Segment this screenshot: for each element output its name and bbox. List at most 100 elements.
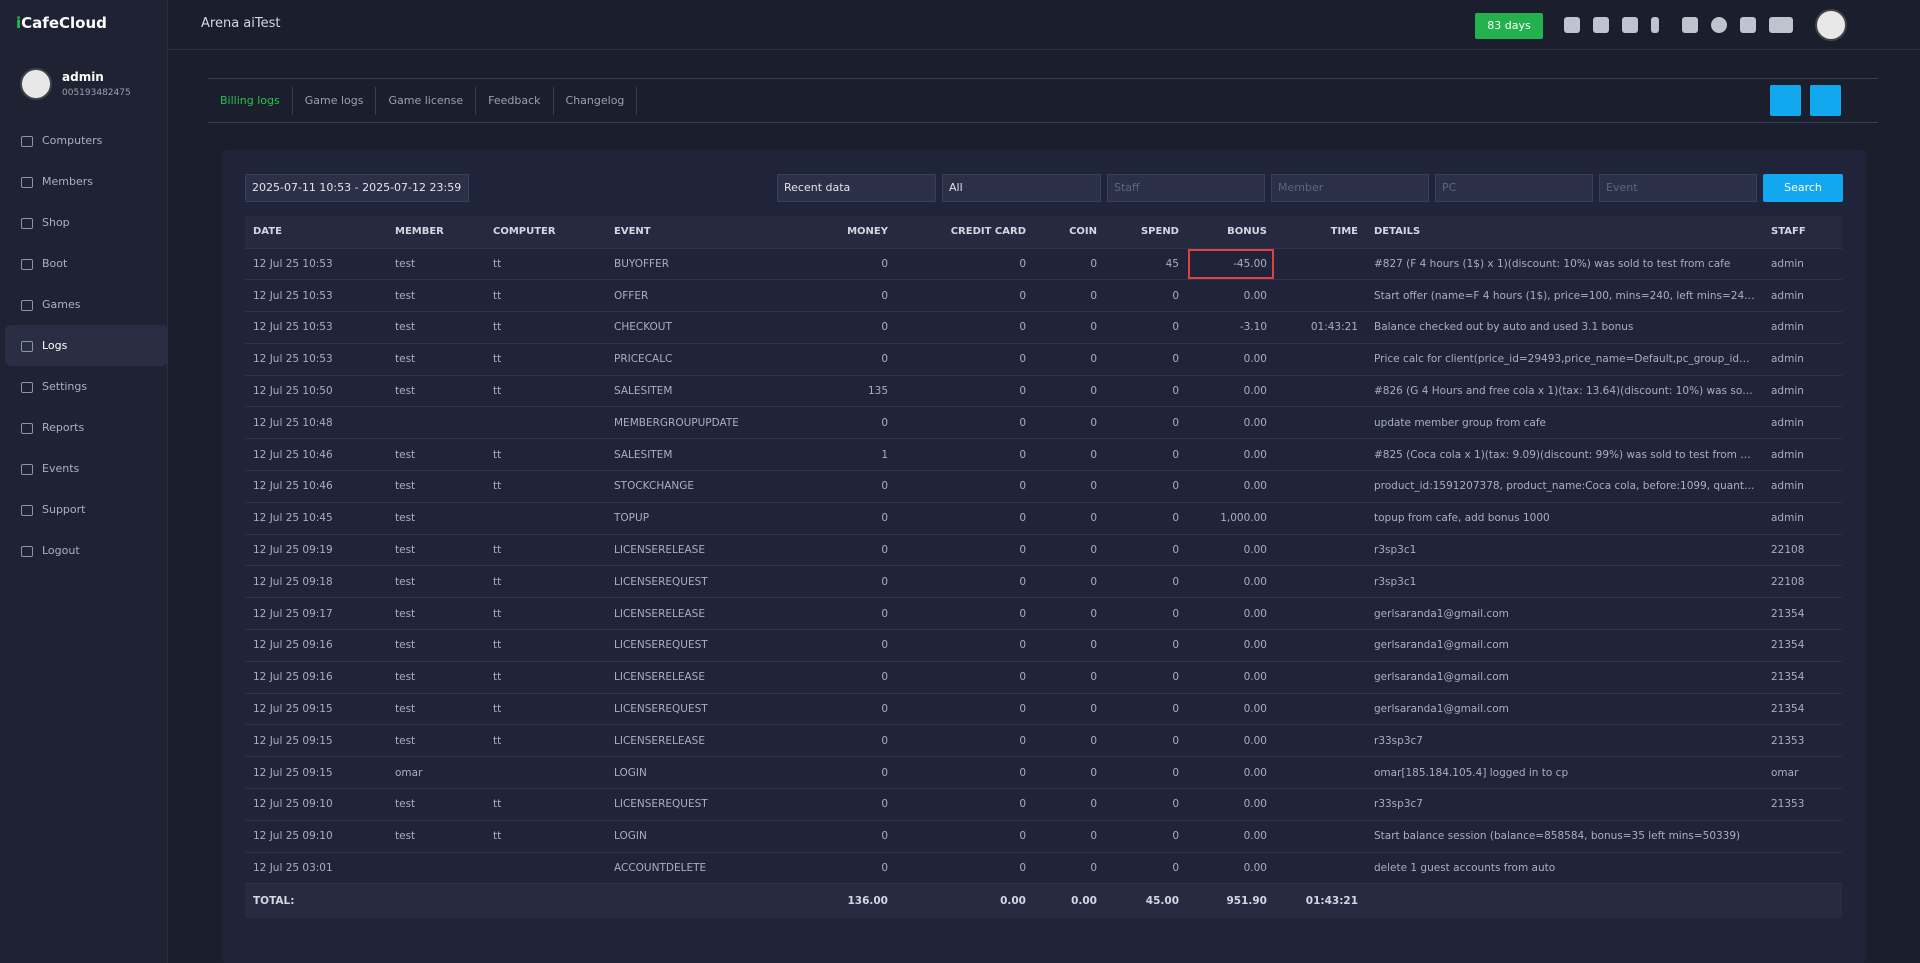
filter-input[interactable]: Staff — [1107, 174, 1265, 202]
table-row: 12 Jul 25 09:15testttLICENSEREQUEST00000… — [245, 693, 1842, 725]
cell — [1275, 789, 1366, 821]
brand[interactable]: iCafeCloud — [16, 14, 107, 32]
icon[interactable] — [1593, 17, 1609, 33]
cell: admin — [1763, 375, 1842, 407]
tab[interactable]: Changelog — [554, 87, 638, 115]
cell: 0.00 — [1187, 280, 1275, 312]
icon[interactable] — [1740, 17, 1756, 33]
cell — [387, 407, 485, 439]
icon[interactable] — [1711, 17, 1727, 33]
cell: 0 — [1034, 725, 1105, 757]
cell: tt — [485, 312, 606, 344]
nav-item[interactable]: Settings — [0, 366, 168, 407]
cell: 0 — [1034, 820, 1105, 852]
cell: 0.00 — [1187, 630, 1275, 662]
cell: 0 — [896, 280, 1034, 312]
nav-item[interactable]: Support — [0, 489, 168, 530]
cell: gerlsaranda1@gmail.com — [1366, 693, 1763, 725]
nav-item[interactable]: Reports — [0, 407, 168, 448]
filter-input[interactable]: Event — [1599, 174, 1757, 202]
table-row: 12 Jul 25 10:53testttPRICECALC00000.00Pr… — [245, 343, 1842, 375]
range-select[interactable]: Recent data — [777, 174, 936, 202]
cell: OFFER — [606, 280, 796, 312]
date-range[interactable]: 2025-07-11 10:53 - 2025-07-12 23:59 — [245, 174, 469, 202]
cell: 0 — [796, 661, 896, 693]
type-select[interactable]: All — [942, 174, 1101, 202]
icon[interactable] — [1622, 17, 1638, 33]
cell — [485, 407, 606, 439]
cell: 12 Jul 25 10:46 — [245, 439, 387, 471]
cell: tt — [485, 343, 606, 375]
icon[interactable] — [1651, 17, 1659, 33]
days-badge[interactable]: 83 days — [1475, 13, 1543, 39]
cell: #825 (Coca cola x 1)(tax: 9.09)(discount… — [1366, 439, 1763, 471]
cell: 0 — [1034, 280, 1105, 312]
nav-item[interactable]: Logout — [0, 530, 168, 571]
nav-item[interactable]: Events — [0, 448, 168, 489]
cell: SALESITEM — [606, 375, 796, 407]
cell: 0 — [1105, 789, 1187, 821]
search-button[interactable]: Search — [1763, 174, 1843, 202]
filter-input[interactable]: PC — [1435, 174, 1593, 202]
cell: -3.10 — [1187, 312, 1275, 344]
cell: 0 — [796, 534, 896, 566]
tab[interactable]: Game license — [376, 87, 476, 115]
cell: MEMBERGROUPUPDATE — [606, 407, 796, 439]
cell: 0 — [796, 471, 896, 503]
filter-input[interactable]: Member — [1271, 174, 1429, 202]
cell: LICENSEREQUEST — [606, 566, 796, 598]
cell: 0 — [796, 789, 896, 821]
cell: test — [387, 598, 485, 630]
cell — [1275, 852, 1366, 884]
nav-item[interactable]: Games — [0, 284, 168, 325]
icon[interactable] — [1564, 17, 1580, 33]
cell: 0 — [1105, 439, 1187, 471]
nav-item[interactable]: Boot — [0, 243, 168, 284]
cell — [1275, 725, 1366, 757]
cell — [1275, 566, 1366, 598]
cell: 0 — [1105, 820, 1187, 852]
cell — [1275, 439, 1366, 471]
tab[interactable]: Game logs — [293, 87, 377, 115]
table-row: 12 Jul 25 10:45testTOPUP00001,000.00topu… — [245, 502, 1842, 534]
upload-button[interactable] — [1770, 85, 1801, 116]
nav-item[interactable]: Members — [0, 161, 168, 202]
user-card: admin 005193482475 — [20, 68, 52, 104]
tab[interactable]: Billing logs — [208, 87, 293, 115]
icon[interactable] — [1769, 17, 1793, 33]
cell — [1275, 375, 1366, 407]
download-button[interactable] — [1810, 85, 1841, 116]
table-row: 12 Jul 25 09:16testttLICENSERELEASE00000… — [245, 661, 1842, 693]
cell: tt — [485, 725, 606, 757]
total-cell: 01:43:21 — [1275, 884, 1366, 918]
cell — [1763, 852, 1842, 884]
table-row: 12 Jul 25 03:01ACCOUNTDELETE00000.00dele… — [245, 852, 1842, 884]
nav-item[interactable]: Computers — [0, 120, 168, 161]
cell: 0 — [1034, 852, 1105, 884]
cell: Start offer (name=F 4 hours (1$), price=… — [1366, 280, 1763, 312]
cell: 0 — [796, 502, 896, 534]
tab[interactable]: Feedback — [476, 87, 553, 115]
cell: test — [387, 375, 485, 407]
cell: topup from cafe, add bonus 1000 — [1366, 502, 1763, 534]
cell: admin — [1763, 312, 1842, 344]
nav-item[interactable]: Shop — [0, 202, 168, 243]
cell: 0 — [896, 789, 1034, 821]
table-row: 12 Jul 25 10:53testttCHECKOUT0000-3.1001… — [245, 312, 1842, 344]
avatar[interactable] — [1815, 9, 1847, 41]
column-header: EVENT — [606, 216, 796, 248]
cell — [1275, 820, 1366, 852]
cell: tt — [485, 375, 606, 407]
nav-item[interactable]: Logs — [5, 325, 168, 366]
cell: 0 — [1105, 566, 1187, 598]
cell: admin — [1763, 502, 1842, 534]
cell: delete 1 guest accounts from auto — [1366, 852, 1763, 884]
cell: 0 — [1105, 343, 1187, 375]
cell: 0.00 — [1187, 343, 1275, 375]
cell: #827 (F 4 hours (1$) x 1)(discount: 10%)… — [1366, 248, 1763, 280]
cell: 0 — [896, 471, 1034, 503]
cell: 0 — [796, 598, 896, 630]
user-id: 005193482475 — [62, 88, 131, 98]
icon[interactable] — [1682, 17, 1698, 33]
column-header: DATE — [245, 216, 387, 248]
